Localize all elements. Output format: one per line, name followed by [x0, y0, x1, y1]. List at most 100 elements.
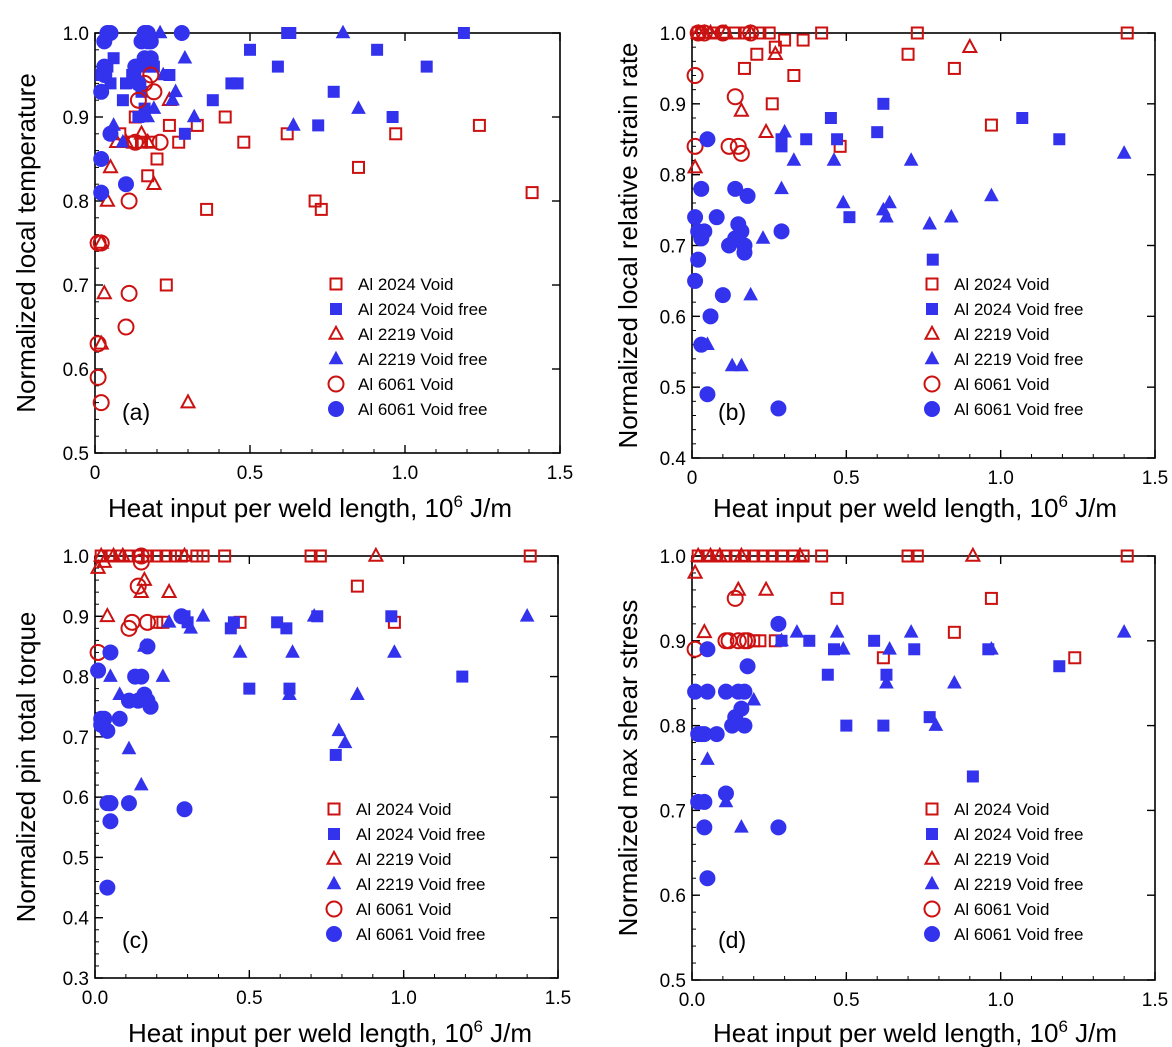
legend-marker: [327, 375, 345, 393]
y-tick-label: 0.4: [63, 909, 90, 930]
data-point: [831, 133, 844, 146]
x-tick-label: 0.5: [833, 468, 859, 489]
data-point: [120, 795, 137, 812]
data-point: [739, 632, 757, 650]
data-point: [699, 131, 716, 148]
data-point: [93, 233, 110, 249]
data-point: [304, 549, 318, 563]
legend-marker: [924, 401, 940, 417]
legend-label: Al 6061 Void free: [954, 925, 1083, 944]
data-point: [843, 211, 856, 224]
data-point: [133, 776, 149, 791]
data-point: [96, 58, 113, 75]
y-axis-title: Normalized max shear stress: [613, 600, 643, 937]
data-point: [696, 623, 713, 639]
legend-label: Al 6061 Void free: [954, 400, 1083, 419]
y-tick-label: 0.3: [63, 969, 89, 990]
data-point: [966, 770, 979, 783]
data-point: [313, 549, 327, 563]
plot-frame: [691, 32, 1156, 459]
data-point: [116, 94, 129, 107]
legend-label: Al 6061 Void free: [358, 400, 487, 419]
plot-frame: [94, 32, 561, 454]
data-point: [195, 608, 211, 622]
data-point: [702, 546, 719, 562]
data-point: [928, 717, 944, 731]
data-point: [351, 100, 366, 114]
x-tick-label: 1.5: [1142, 468, 1168, 489]
data-point: [687, 272, 704, 289]
data-point: [947, 61, 961, 75]
legend-marker: [328, 828, 340, 840]
data-point: [133, 668, 150, 685]
data-point: [177, 49, 193, 64]
legend-marker: [327, 324, 345, 340]
data-point: [335, 24, 351, 39]
data-point: [102, 125, 119, 142]
data-point: [947, 625, 961, 639]
data-point: [717, 23, 735, 39]
series-al2219-void: [89, 546, 385, 623]
data-point: [777, 123, 792, 138]
y-axis-title: Normalized local relative strain rate: [613, 42, 643, 448]
data-point: [964, 546, 982, 562]
data-point: [284, 27, 297, 39]
data-point: [746, 691, 762, 706]
data-point: [708, 209, 725, 226]
legend-label: Al 2024 Void: [356, 800, 451, 819]
data-point: [821, 668, 834, 681]
data-point: [99, 879, 116, 896]
y-tick-label: 0.9: [63, 108, 89, 129]
legend-label: Al 6061 Void: [356, 900, 451, 919]
data-point: [152, 24, 168, 39]
data-point: [132, 547, 150, 565]
y-tick-label: 0.9: [660, 632, 686, 653]
data-point: [218, 110, 232, 124]
data-point: [796, 33, 810, 47]
y-axis-title: Normalized pin total torque: [11, 612, 41, 923]
data-point: [961, 37, 978, 53]
x-tick-label: 0.0: [82, 988, 108, 1009]
data-point: [232, 644, 248, 658]
data-point: [724, 357, 740, 372]
data-point: [172, 135, 186, 149]
data-point: [803, 634, 816, 647]
data-point: [145, 83, 163, 101]
data-point: [687, 209, 704, 226]
y-tick-label: 1.0: [63, 24, 89, 45]
data-point: [733, 546, 750, 562]
legend-marker: [923, 900, 941, 918]
data-point: [117, 318, 135, 336]
data-point: [696, 726, 713, 743]
data-point: [102, 644, 119, 661]
data-point: [352, 160, 365, 174]
data-point: [385, 610, 398, 623]
data-point: [472, 118, 486, 132]
data-point: [903, 624, 919, 638]
data-point: [389, 127, 403, 141]
data-point: [901, 549, 915, 563]
data-point: [102, 813, 119, 830]
legend-label: Al 2219 Void: [954, 325, 1049, 344]
legend-marker: [327, 802, 341, 816]
series-al2024-void-free: [775, 634, 1066, 783]
data-point: [984, 641, 999, 655]
legend-marker: [925, 277, 939, 291]
data-point: [89, 368, 107, 386]
legend-marker: [328, 350, 344, 365]
x-tick-label: 0.5: [237, 463, 263, 484]
legend-marker: [923, 324, 941, 340]
data-point: [155, 668, 171, 682]
data-point: [775, 549, 789, 563]
data-point: [736, 244, 753, 261]
y-tick-label: 0.4: [660, 449, 687, 470]
data-point: [690, 251, 707, 268]
data-point: [102, 25, 119, 41]
data-point: [118, 176, 134, 193]
data-point: [115, 133, 131, 148]
legend-marker: [329, 277, 343, 291]
y-tick-label: 0.7: [63, 728, 89, 749]
data-point: [176, 801, 193, 818]
legend-marker: [326, 926, 342, 942]
